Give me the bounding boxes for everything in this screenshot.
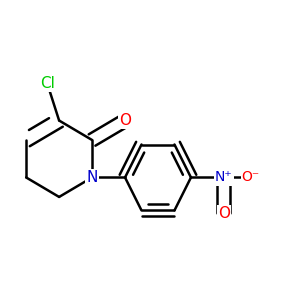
Text: O: O (119, 113, 131, 128)
Text: N: N (86, 170, 98, 185)
Text: Cl: Cl (40, 76, 54, 91)
Text: O⁻: O⁻ (242, 170, 260, 185)
Text: O: O (218, 206, 230, 221)
Text: N⁺: N⁺ (215, 170, 233, 185)
